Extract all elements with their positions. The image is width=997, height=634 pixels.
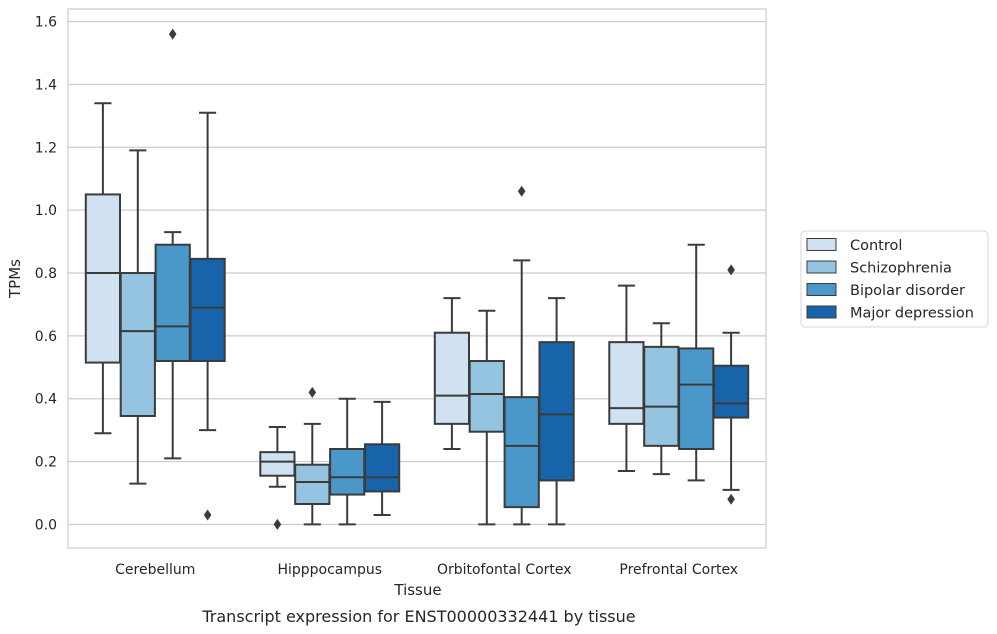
box-control [608, 284, 645, 472]
box-iqr [468, 360, 505, 433]
outlier-point [168, 28, 177, 40]
y-axis-label: TPMs [6, 259, 24, 299]
legend-swatch [806, 283, 837, 296]
box-major-depression [363, 400, 401, 516]
box-iqr [259, 451, 296, 477]
legend-label: Major depression [850, 306, 974, 322]
y-tick-label: 0.2 [35, 455, 57, 471]
box-bipolar-disorder [503, 185, 540, 526]
y-tick-label: 0.6 [35, 329, 57, 345]
legend-label: Bipolar disorder [850, 283, 965, 299]
box-schizophrenia [643, 322, 680, 476]
box-iqr [294, 463, 331, 506]
box-control [433, 297, 471, 450]
box-major-depression [538, 297, 575, 526]
box-iqr [643, 345, 680, 447]
box-iqr [433, 331, 471, 425]
outlier-point [203, 509, 212, 521]
box-iqr [538, 341, 575, 482]
legend-frame [800, 230, 989, 328]
y-axis-ticks: 0.0 0.2 0.4 0.6 0.8 1.0 1.2 1.4 1.6 [35, 15, 57, 534]
box-iqr [119, 272, 156, 417]
outlier-point [273, 518, 282, 530]
y-tick-label: 1.0 [35, 203, 57, 219]
box-iqr [678, 347, 715, 450]
y-tick-label: 0.8 [35, 266, 57, 282]
box-control [84, 102, 122, 435]
legend: Control Schizophrenia Bipolar disorder Majo… [800, 230, 989, 328]
box-schizophrenia [119, 149, 156, 485]
box-bipolar-disorder [678, 243, 715, 482]
legend-label: Control [850, 238, 902, 254]
x-axis-label: Tissue [393, 581, 441, 599]
box-bipolar-disorder [154, 28, 191, 460]
box-schizophrenia [468, 309, 505, 526]
y-tick-label: 1.4 [35, 77, 57, 93]
legend-swatch [806, 260, 837, 274]
y-tick-label: 0.4 [35, 392, 57, 408]
x-tick-label: Orbitofontal Cortex [437, 562, 572, 578]
y-tick-label: 1.6 [35, 15, 57, 31]
x-tick-label: Cerebellum [115, 562, 195, 578]
x-tick-label: Hipppocampus [277, 562, 382, 578]
x-tick-label: Prefrontal Cortex [619, 562, 738, 578]
box-iqr [189, 257, 226, 363]
box-schizophrenia [294, 386, 331, 526]
outlier-point [727, 264, 735, 276]
box-iqr [608, 341, 645, 425]
x-axis-ticks: Cerebellum Hipppocampus Orbitofontal Corte… [115, 562, 738, 578]
box-iqr [503, 396, 540, 509]
chart-caption: Transcript expression for ENST0000033244… [201, 607, 635, 626]
box-iqr [712, 364, 750, 419]
boxes [84, 28, 750, 530]
box-control [259, 426, 296, 530]
box-major-depression [189, 111, 226, 521]
outlier-point [308, 386, 317, 398]
y-tick-label: 0.0 [35, 517, 57, 533]
outlier-point [727, 493, 735, 505]
legend-label: Schizophrenia [850, 261, 952, 277]
legend-swatch [806, 305, 837, 319]
box-major-depression [712, 264, 750, 505]
box-iqr [363, 443, 401, 493]
box-iqr [154, 243, 191, 362]
box-bipolar-disorder [329, 397, 366, 526]
box-iqr [329, 448, 366, 496]
y-tick-label: 1.2 [35, 140, 57, 156]
legend-swatch [806, 238, 837, 251]
plot-frame [67, 8, 767, 549]
box-iqr [84, 193, 122, 364]
outlier-point [517, 185, 526, 197]
